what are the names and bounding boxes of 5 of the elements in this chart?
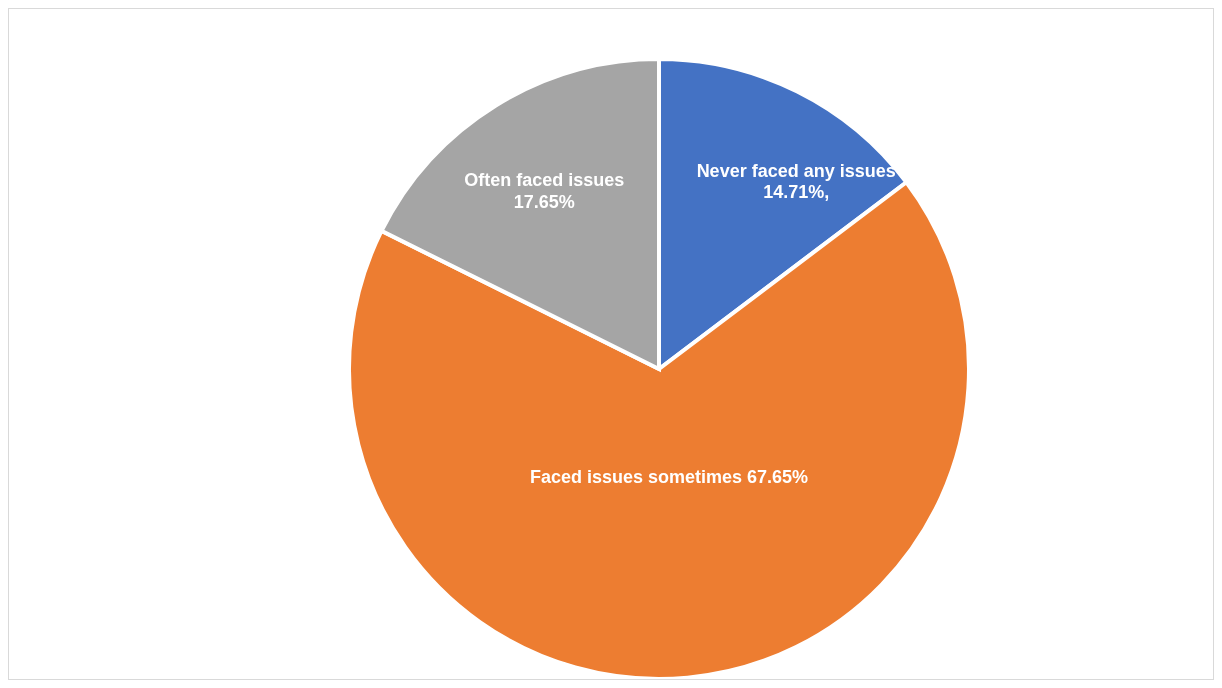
- slice-label: Often faced issues: [464, 170, 625, 191]
- data-label: 14.71%,: [763, 182, 830, 203]
- slice-label: Never faced any issues: [696, 160, 896, 181]
- data-label: 17.65%: [513, 191, 575, 212]
- slice-label: Faced issues sometimes 67.65%: [529, 467, 809, 488]
